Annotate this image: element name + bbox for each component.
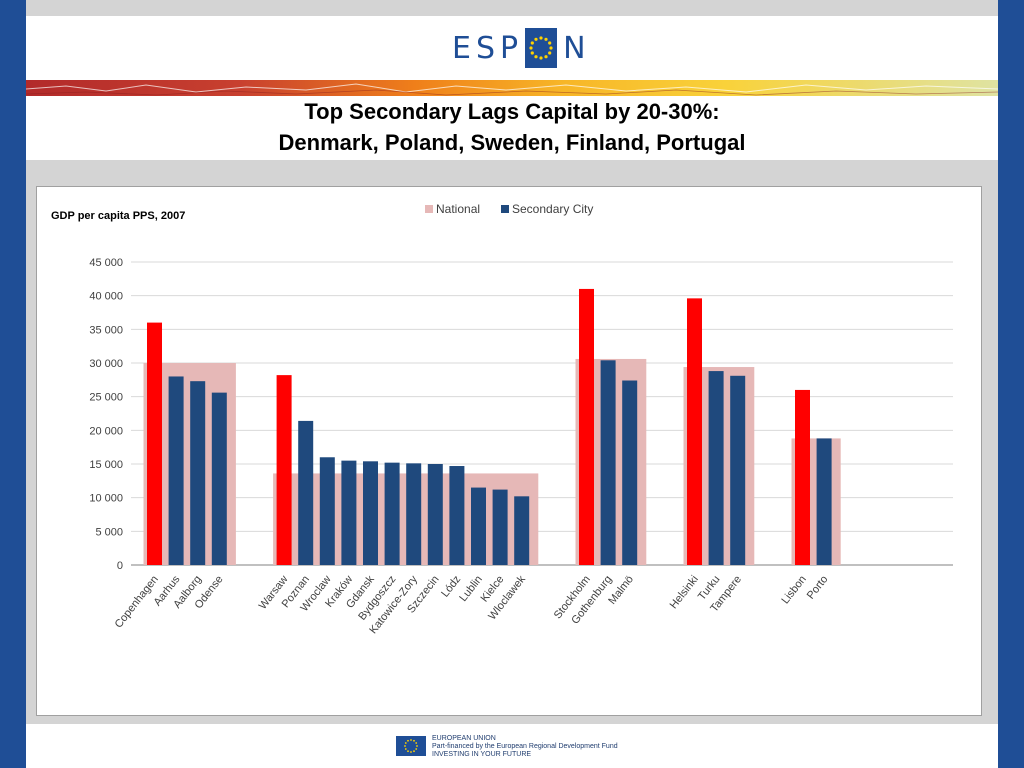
secondary-city-bar	[730, 375, 746, 565]
eu-line2: Part-financed by the European Regional D…	[432, 743, 618, 750]
slide-header: ESP N	[26, 16, 998, 80]
left-border	[0, 0, 26, 768]
slide-title-line1: Top Secondary Lags Capital by 20-30%:	[304, 99, 720, 124]
y-tick-label: 20 000	[89, 425, 123, 437]
slide-footer: EUROPEAN UNION Part-financed by the Euro…	[26, 724, 998, 768]
y-tick-label: 40 000	[89, 291, 123, 303]
secondary-city-bar	[622, 380, 638, 565]
secondary-city-bar	[600, 360, 616, 565]
secondary-city-bar	[298, 420, 314, 565]
eu-stars-logo-icon	[525, 28, 558, 68]
eu-flag-icon	[396, 736, 426, 756]
logo-text-left: ESP	[452, 30, 524, 66]
capital-city-bar	[795, 389, 810, 565]
secondary-city-bar	[319, 457, 335, 565]
y-tick-label: 15 000	[89, 459, 123, 471]
x-tick-label: Helsinki	[668, 573, 701, 611]
legend-label-national: National	[436, 202, 480, 216]
logo-text-right: N	[563, 30, 591, 66]
espon-logo: ESP N	[452, 24, 591, 72]
slide-title: Top Secondary Lags Capital by 20-30%: De…	[26, 96, 998, 158]
gdp-chart: GDP per capita PPS, 2007 National Second…	[51, 202, 953, 636]
secondary-city-bar	[708, 371, 724, 565]
capital-city-bar	[687, 298, 702, 565]
y-tick-label: 10 000	[89, 493, 123, 505]
secondary-city-bar	[492, 489, 508, 565]
capital-city-bar	[276, 375, 292, 565]
secondary-city-bar	[471, 487, 486, 565]
secondary-city-bar	[427, 464, 443, 565]
y-tick-label: 45 000	[89, 257, 123, 269]
y-tick-label: 5 000	[95, 526, 123, 538]
decorative-map-strip	[26, 80, 998, 96]
secondary-city-bar	[449, 466, 465, 565]
secondary-city-bar	[190, 381, 206, 565]
chart-title: GDP per capita PPS, 2007	[51, 210, 185, 222]
right-border	[998, 0, 1024, 768]
secondary-city-bar	[384, 462, 400, 565]
y-tick-label: 30 000	[89, 358, 123, 370]
y-tick-label: 35 000	[89, 324, 123, 336]
chart-frame: GDP per capita PPS, 2007 National Second…	[36, 186, 982, 716]
secondary-city-bar	[363, 461, 378, 565]
capital-city-bar	[147, 322, 162, 565]
x-tick-label: Porto	[805, 573, 831, 601]
secondary-city-bar	[341, 460, 357, 565]
secondary-city-bar	[816, 438, 832, 565]
legend-label-secondary: Secondary City	[512, 202, 593, 216]
eu-line3: INVESTING IN YOUR FUTURE	[432, 751, 532, 758]
legend-swatch-secondary	[501, 205, 509, 213]
eu-line1: EUROPEAN UNION	[432, 735, 496, 742]
legend-swatch-national	[425, 205, 433, 213]
capital-city-bar	[579, 288, 594, 565]
secondary-city-bar	[406, 463, 422, 565]
chart-legend: National Secondary City	[425, 202, 593, 216]
secondary-city-bar	[168, 376, 184, 565]
x-tick-label: Lisbon	[779, 573, 808, 606]
secondary-city-bar	[514, 496, 530, 565]
y-tick-label: 25 000	[89, 392, 123, 404]
secondary-city-bar	[211, 392, 227, 565]
y-tick-label: 0	[117, 560, 123, 572]
slide-title-line2: Denmark, Poland, Sweden, Finland, Portug…	[278, 130, 746, 155]
title-area: Top Secondary Lags Capital by 20-30%: De…	[26, 96, 998, 160]
eu-funding-text: EUROPEAN UNION Part-financed by the Euro…	[432, 735, 618, 759]
